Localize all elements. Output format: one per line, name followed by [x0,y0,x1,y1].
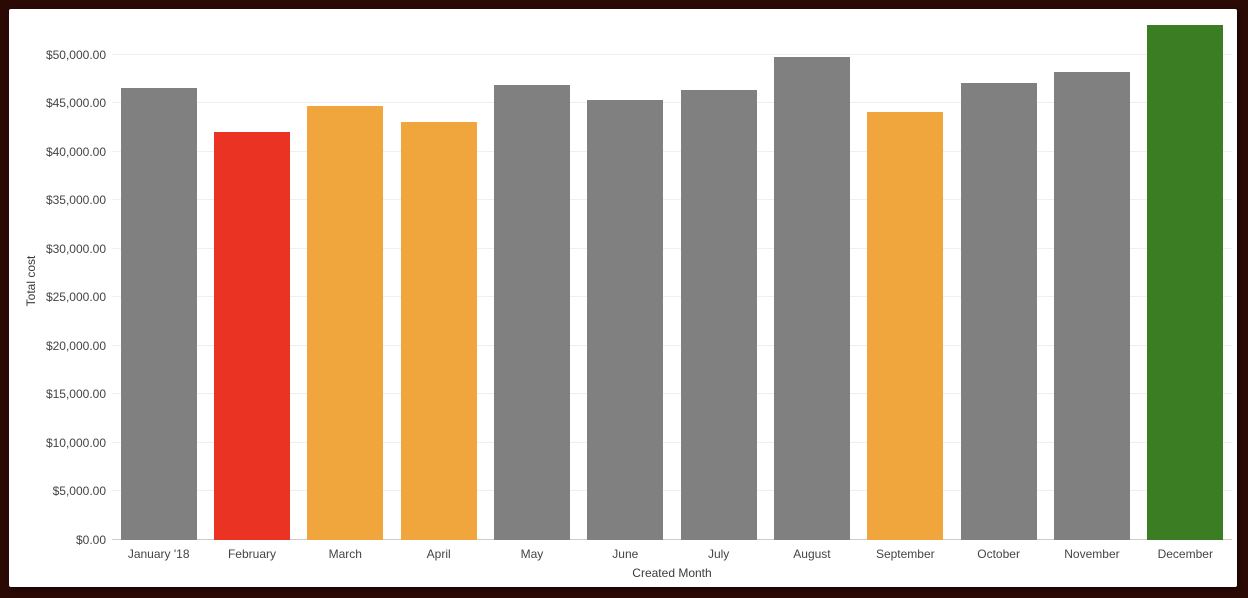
bar-december[interactable] [1147,25,1224,540]
y-tick-label: $30,000.00 [45,241,106,256]
y-tick-label: $45,000.00 [45,96,106,111]
x-tick-label: February [227,547,276,561]
gridline [112,490,1232,492]
y-tick-label: $50,000.00 [45,47,106,62]
y-axis-tick-labels: $0.00 $5,000.00 $10,000.00 $15,000.00 $20,00… [9,9,106,587]
y-tick-label: $0.00 [75,533,106,547]
y-tick-label: $40,000.00 [45,144,106,159]
gridline [112,393,1232,395]
bars-layer [112,23,1232,540]
x-tick-label: June [612,547,639,561]
gridline [112,102,1232,104]
gridline [112,296,1232,298]
x-axis-baseline [112,539,1232,540]
y-tick-label: $15,000.00 [45,387,106,402]
bar-september[interactable] [867,111,944,540]
x-tick-label: July [707,547,730,561]
bar-july[interactable] [680,89,757,540]
x-tick-label: August [793,547,831,561]
bar-april[interactable] [400,121,477,540]
x-tick-label: January '18 [127,547,190,561]
bar-october[interactable] [960,82,1037,540]
bar-slot-may [485,23,578,540]
bar-slot-february [205,23,298,540]
gridline [112,441,1232,443]
plot-area [112,23,1232,540]
x-tick-label: December [1157,547,1213,561]
bar-slot-november [1045,23,1138,540]
y-tick-label: $5,000.00 [52,484,106,499]
x-tick-label: October [977,547,1020,561]
bar-slot-march [299,23,392,540]
bar-slot-january-18 [112,23,205,540]
x-tick-label: May [520,547,544,561]
chart-card: Total cost $0.00 $5,000.00 $10,000.00 $15,0… [9,9,1237,587]
bar-august[interactable] [773,56,850,540]
bar-november[interactable] [1053,72,1130,540]
x-tick-label: November [1064,547,1120,561]
x-tick-label: April [426,547,451,561]
gridline [112,344,1232,346]
y-tick-label: $25,000.00 [45,290,106,305]
bar-slot-april [392,23,485,540]
x-tick-label: September [875,547,935,561]
gridline [112,199,1232,201]
x-axis-tick-labels: January '18 February March April May June July… [112,546,1232,562]
bar-january-18[interactable] [120,87,197,540]
bar-june[interactable] [587,100,664,540]
x-axis-title: Created Month [632,566,712,580]
x-tick-label: March [328,547,362,561]
y-tick-label: $35,000.00 [45,193,106,208]
bar-march[interactable] [307,106,384,540]
bar-slot-june [579,23,672,540]
y-tick-label: $20,000.00 [45,338,106,353]
gridline [112,247,1232,249]
bar-slot-august [765,23,858,540]
bar-slot-december [1139,23,1232,540]
bar-slot-july [672,23,765,540]
bar-february[interactable] [213,132,290,540]
bar-slot-september [859,23,952,540]
gridline [112,150,1232,152]
y-tick-label: $10,000.00 [45,435,106,450]
gridlines-layer [112,23,1232,540]
bar-slot-october [952,23,1045,540]
bar-may[interactable] [493,84,570,540]
gridline [112,53,1232,55]
